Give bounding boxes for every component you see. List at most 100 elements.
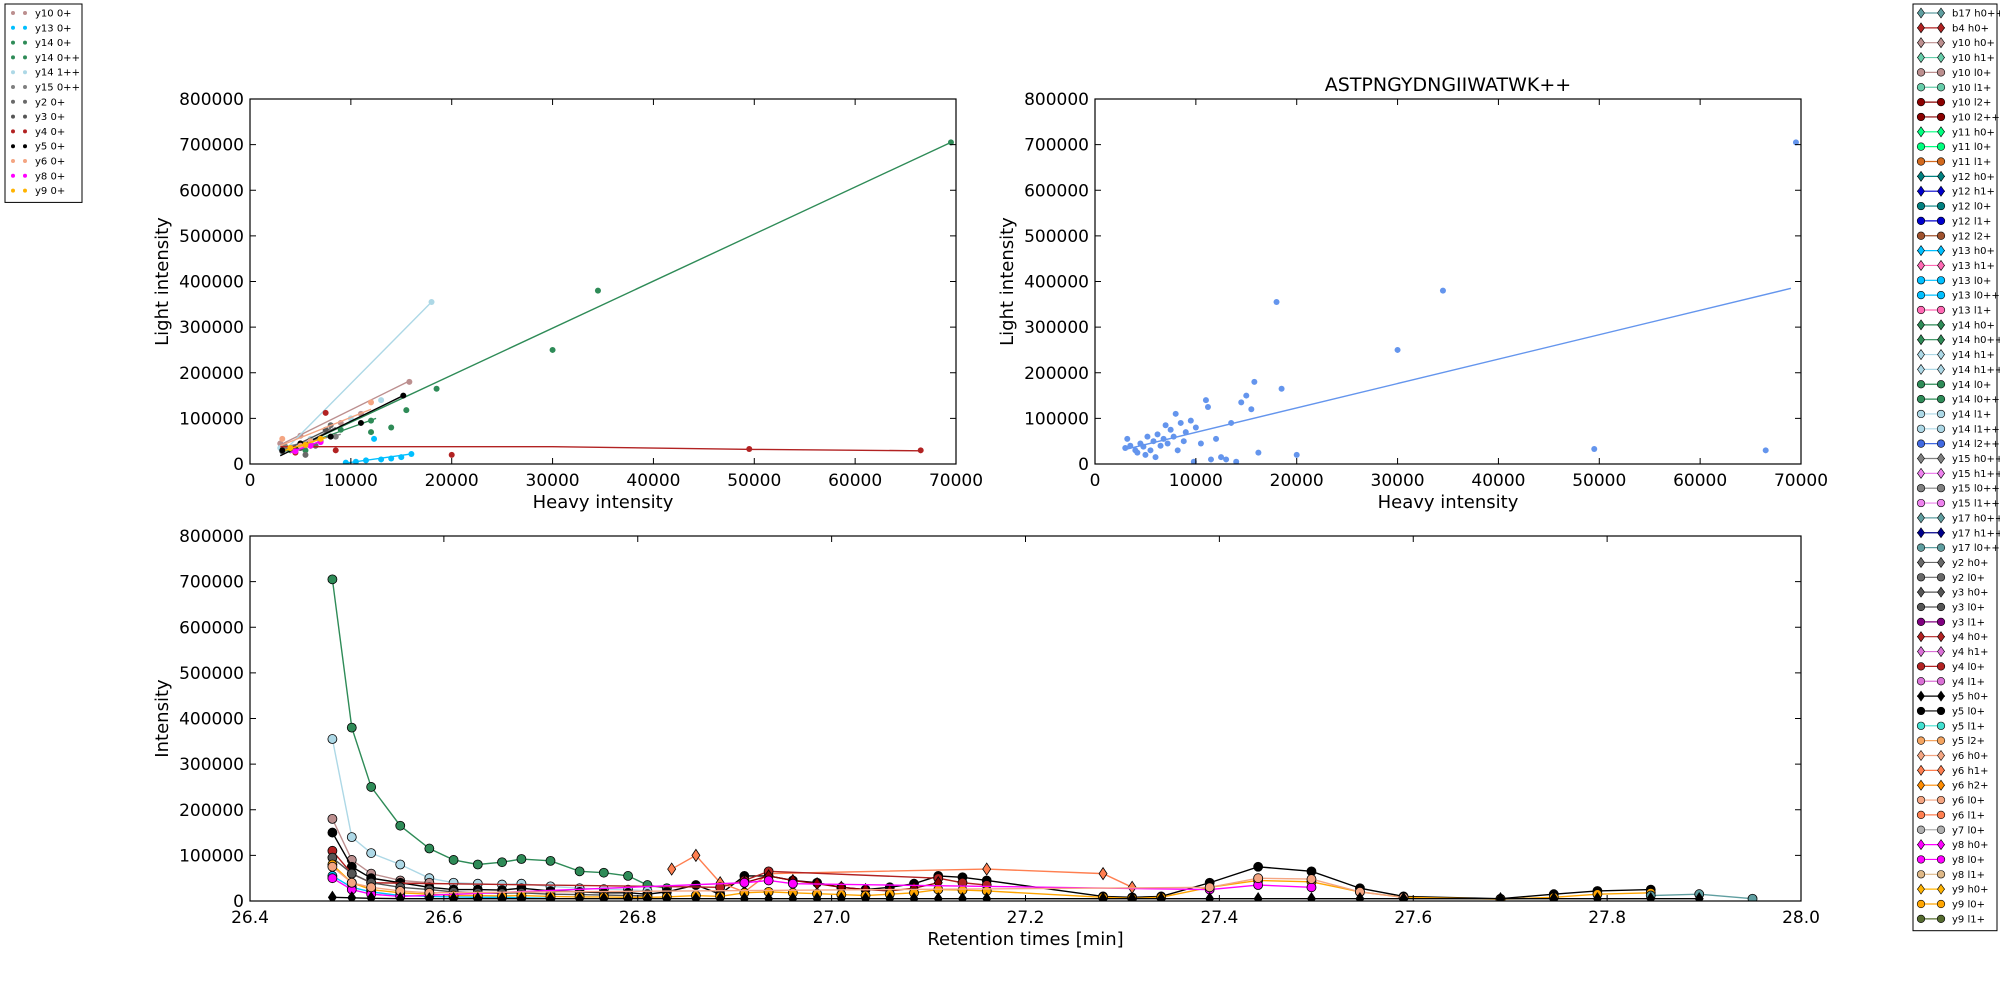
data-point xyxy=(947,139,954,146)
legend-marker xyxy=(1936,543,1946,552)
legend-marker xyxy=(1936,305,1946,315)
x-tick-label: 28.0 xyxy=(1782,908,1820,928)
legend-marker xyxy=(11,99,15,104)
legend-label: y5 0+ xyxy=(35,142,65,153)
fit-line xyxy=(279,408,372,447)
legend-label: y15 h1++ xyxy=(1952,469,2000,480)
data-point xyxy=(594,287,601,294)
y-tick-label: 600000 xyxy=(1024,181,1089,201)
legend-marker xyxy=(1917,779,1925,791)
legend-label: y8 h0+ xyxy=(1952,840,1989,851)
data-point xyxy=(366,848,377,858)
legend-marker xyxy=(1916,216,1926,225)
legend-marker xyxy=(1936,825,1946,834)
chromatogram-plot-content xyxy=(327,574,1758,901)
legend-label: y14 l1+ xyxy=(1952,409,1991,420)
data-point xyxy=(342,459,349,464)
x-tick-label: 30000 xyxy=(1371,471,1425,491)
legend-label: y6 0+ xyxy=(35,157,65,168)
data-point xyxy=(1144,433,1151,440)
legend-marker xyxy=(23,40,27,45)
y-tick-label: 700000 xyxy=(1024,136,1089,156)
data-point xyxy=(357,419,364,426)
series-line xyxy=(331,863,1651,900)
legend-marker xyxy=(1916,855,1926,864)
data-point xyxy=(516,891,526,901)
data-point xyxy=(1140,443,1147,450)
data-point xyxy=(408,450,415,457)
data-point xyxy=(368,399,375,406)
legend-marker xyxy=(1936,112,1946,122)
legend-marker xyxy=(1916,899,1926,909)
data-point xyxy=(917,447,924,454)
legend-marker xyxy=(1916,914,1926,923)
data-point xyxy=(1394,346,1401,353)
legend-marker xyxy=(23,129,27,134)
legend-marker xyxy=(1917,319,1925,331)
legend-label: y12 h0+ xyxy=(1952,172,1995,183)
legend-label: y14 0+ xyxy=(35,38,72,49)
data-point xyxy=(1248,406,1255,413)
data-point xyxy=(378,397,385,404)
scatter-right-ylabel: Light intensity xyxy=(997,217,1018,346)
series-line xyxy=(331,866,1404,899)
y-tick-label: 600000 xyxy=(179,181,244,201)
legend-marker xyxy=(1916,617,1926,626)
legend-marker xyxy=(1916,439,1926,448)
legend-marker xyxy=(1917,839,1925,851)
x-tick-label: 26.8 xyxy=(619,908,657,928)
data-point xyxy=(1207,456,1214,463)
legend-marker xyxy=(1916,484,1926,493)
data-point xyxy=(347,891,357,901)
legend-marker xyxy=(1937,22,1945,34)
x-tick-label: 27.8 xyxy=(1588,908,1626,928)
legend-marker xyxy=(1917,883,1925,895)
data-point xyxy=(1150,438,1157,445)
data-point xyxy=(406,378,413,385)
legend-marker xyxy=(1916,870,1926,879)
legend-marker xyxy=(1936,484,1946,493)
y-tick-label: 700000 xyxy=(179,573,244,593)
y-tick-label: 100000 xyxy=(179,409,244,429)
legend-label: y14 1++ xyxy=(35,68,80,79)
legend-marker xyxy=(1936,142,1946,151)
legend-label: y11 l1+ xyxy=(1952,157,1991,168)
legend-label: y3 h0+ xyxy=(1952,588,1989,599)
legend-marker xyxy=(23,11,27,15)
legend-marker xyxy=(1937,883,1945,895)
y-tick-label: 0 xyxy=(233,892,244,912)
legend-label: y10 l2+ xyxy=(1952,98,1991,109)
legend-marker xyxy=(1936,231,1946,240)
legend-label: y2 l0+ xyxy=(1952,573,1985,584)
y-tick-label: 100000 xyxy=(179,846,244,866)
legend-label: b17 h0++ xyxy=(1952,9,2000,20)
legend-marker xyxy=(1917,527,1925,539)
data-point xyxy=(403,407,410,414)
data-point xyxy=(1355,891,1365,901)
data-point xyxy=(1167,426,1174,433)
legend-label: b4 h0+ xyxy=(1952,23,1989,34)
legend-marker xyxy=(1917,512,1925,524)
scatter-right-panel: 0 10000 20000 30000 40000 50000 60000 700000100… xyxy=(997,74,1828,513)
data-point xyxy=(279,447,286,454)
data-point xyxy=(433,385,440,392)
legend-label: y15 0++ xyxy=(35,83,80,94)
legend-marker xyxy=(1917,185,1925,197)
legend-marker xyxy=(1917,556,1925,568)
legend-marker xyxy=(1917,467,1925,479)
legend-label: y6 h1+ xyxy=(1952,766,1989,777)
x-tick-label: 20000 xyxy=(1270,471,1324,491)
legend-label: y14 l0+ xyxy=(1952,380,1991,391)
x-tick-label: 27.0 xyxy=(813,908,851,928)
legend-marker xyxy=(1937,7,1945,19)
data-point xyxy=(1496,891,1505,901)
data-point xyxy=(1122,445,1129,452)
legend-marker xyxy=(23,55,27,60)
data-point xyxy=(1152,454,1159,461)
legend-label: y6 h2+ xyxy=(1952,781,1989,792)
data-point xyxy=(1134,449,1141,456)
legend-right: b17 h0++ b4 h0+ y10 h0+ y10 h1+ y10 l0+ y10 l… xyxy=(1912,3,2000,932)
legend-marker xyxy=(1936,216,1946,225)
y-tick-label: 800000 xyxy=(179,527,244,547)
legend-label: y5 l2+ xyxy=(1952,736,1985,747)
